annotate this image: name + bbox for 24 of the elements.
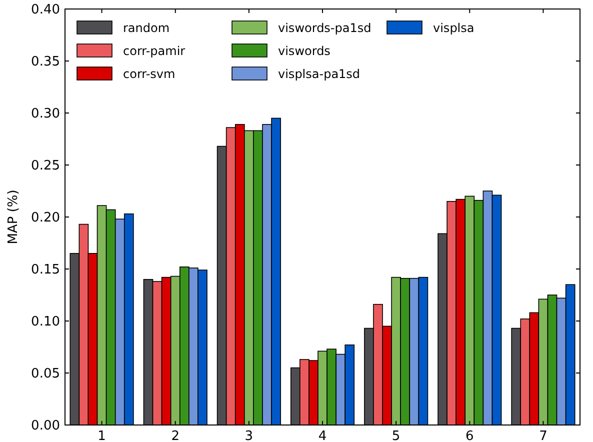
y-tick-label: 0.10 <box>31 314 60 330</box>
y-tick-label: 0.40 <box>31 2 60 18</box>
legend-label: corr-svm <box>123 67 176 81</box>
legend-label: corr-pamir <box>123 44 186 58</box>
x-tick-label: 7 <box>539 429 548 442</box>
legend-label: viswords-pa1sd <box>278 21 372 35</box>
y-axis-title: MAP (%) <box>6 190 21 244</box>
legend-label: visplsa-pa1sd <box>278 67 360 81</box>
y-tick-label: 0.15 <box>31 262 60 278</box>
legend-label: random <box>123 21 170 35</box>
y-tick-label: 0.00 <box>31 418 60 434</box>
x-tick-label: 4 <box>318 429 327 442</box>
x-tick-label: 6 <box>466 429 474 442</box>
legend-label: viswords <box>278 44 330 58</box>
y-tick-label: 0.20 <box>31 210 60 226</box>
y-tick-label: 0.05 <box>31 366 60 382</box>
x-tick-label: 5 <box>392 429 400 442</box>
y-tick-label: 0.25 <box>31 158 60 174</box>
x-tick-label: 3 <box>244 429 254 442</box>
x-tick-label: 1 <box>98 429 106 442</box>
y-tick-label: 0.30 <box>31 106 60 122</box>
y-tick-label: 0.35 <box>31 54 60 70</box>
x-tick-label: 2 <box>171 429 180 442</box>
legend-label: visplsa <box>433 21 474 35</box>
